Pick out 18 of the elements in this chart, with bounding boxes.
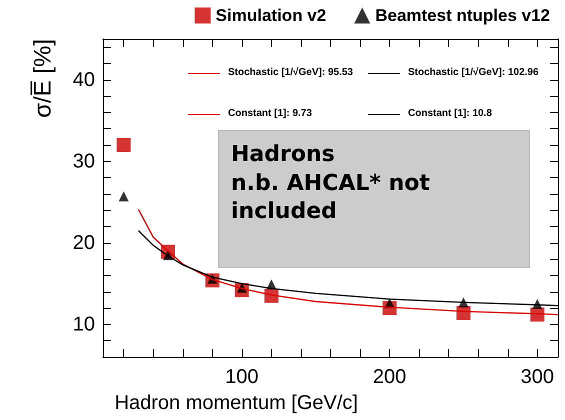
x-tick-label: 300 <box>520 366 554 388</box>
y-tick-label: 40 <box>72 68 95 91</box>
annotation: Constant [1]: 9.73 <box>228 108 312 119</box>
annotation: Stochastic [1/√GeV]: 102.96 <box>408 67 539 78</box>
point <box>116 138 131 152</box>
legend-label: Beamtest ntuples v12 <box>375 6 550 25</box>
legend-label: Simulation v2 <box>216 6 326 25</box>
x-tick-label: 100 <box>225 366 259 388</box>
y-tick-label: 10 <box>72 313 95 336</box>
x-tick-label: 200 <box>372 366 406 388</box>
x-axis-title: Hadron momentum [GeV/c] <box>114 392 358 414</box>
y-tick-label: 20 <box>72 232 95 254</box>
annotation: Constant [1]: 10.8 <box>408 108 492 119</box>
point <box>118 191 129 202</box>
y-tick-label: 30 <box>72 150 95 172</box>
annotation: Stochastic [1/√GeV]: 95.53 <box>228 67 353 78</box>
note-box: Hadrons n.b. AHCAL* not included <box>218 130 530 268</box>
y-axis-title: σ/E̅ [%] <box>30 39 56 118</box>
